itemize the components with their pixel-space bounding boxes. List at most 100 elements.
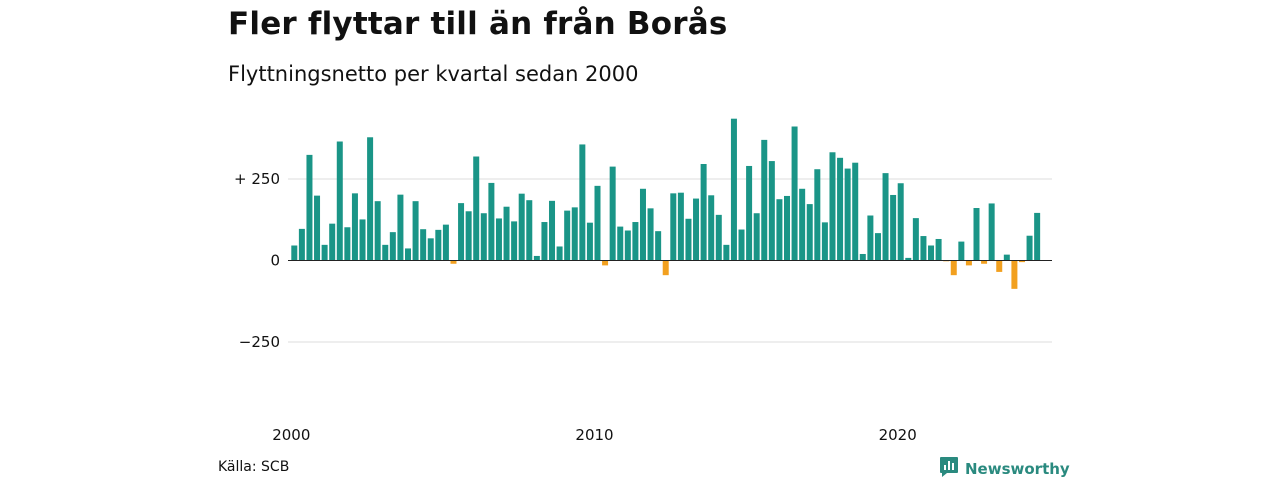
bar	[677, 192, 684, 261]
bar	[488, 182, 495, 261]
bar	[730, 118, 737, 261]
bar	[367, 137, 374, 261]
bar	[844, 168, 851, 261]
bar	[874, 233, 881, 261]
bar	[882, 173, 889, 261]
bar	[594, 185, 601, 261]
bar	[465, 211, 472, 261]
bar	[533, 255, 540, 261]
bar	[602, 260, 609, 266]
bar	[624, 230, 631, 261]
chart-subtitle: Flyttningsnetto per kvartal sedan 2000	[228, 62, 639, 86]
bar	[586, 222, 593, 261]
bar	[579, 144, 586, 261]
bar	[314, 195, 321, 261]
x-tick-label: 2000	[272, 426, 310, 444]
bar	[427, 238, 434, 261]
bar	[1018, 260, 1025, 263]
bar	[632, 222, 639, 261]
bar	[571, 207, 578, 261]
y-tick-label: −250	[239, 333, 280, 351]
bar	[715, 214, 722, 261]
bar	[723, 244, 730, 261]
bar	[397, 194, 404, 261]
bar	[389, 232, 396, 261]
bar	[564, 210, 571, 261]
bar	[351, 193, 358, 261]
chart-title: Fler flyttar till än från Borås	[228, 6, 728, 42]
bar	[480, 213, 487, 261]
bar	[799, 188, 806, 261]
bar	[359, 219, 366, 261]
bar	[1034, 212, 1041, 261]
bar	[700, 164, 707, 261]
bar	[549, 200, 556, 261]
bar	[639, 188, 646, 261]
bar	[708, 195, 715, 261]
bar	[1011, 260, 1018, 289]
bar	[442, 224, 449, 261]
bar	[852, 162, 859, 261]
source-note: Källa: SCB	[218, 459, 290, 475]
brand-name: Newsworthy	[965, 460, 1070, 478]
bar	[526, 200, 533, 261]
bar	[890, 194, 897, 261]
y-tick-label: 0	[270, 252, 280, 270]
bar	[609, 166, 616, 261]
bar	[693, 198, 700, 261]
bar	[837, 157, 844, 261]
bar	[617, 226, 624, 261]
bar	[867, 215, 874, 261]
x-tick-label: 2010	[575, 426, 613, 444]
bar	[814, 169, 821, 261]
bar	[753, 213, 760, 261]
bar	[988, 203, 995, 261]
bar	[821, 222, 828, 261]
bar	[473, 156, 480, 261]
bar	[981, 260, 988, 264]
bar	[965, 260, 972, 266]
bar	[784, 195, 790, 261]
bar	[973, 208, 980, 261]
bar	[336, 141, 343, 261]
bar	[859, 253, 866, 261]
bar	[503, 206, 510, 261]
bar	[518, 193, 525, 261]
brand-logo[interactable]: Newsworthy	[939, 456, 1070, 482]
bar	[511, 221, 518, 261]
bar	[912, 218, 919, 261]
bar	[541, 222, 548, 261]
bar	[298, 228, 305, 261]
bar	[670, 193, 677, 261]
bar	[905, 257, 912, 261]
bar	[435, 229, 442, 261]
bar	[329, 223, 336, 261]
newsworthy-logo-icon	[939, 456, 959, 482]
bar	[458, 203, 465, 261]
bar	[344, 227, 351, 261]
bar	[405, 248, 411, 261]
x-tick-label: 2020	[879, 426, 917, 444]
bar	[761, 139, 768, 261]
bar	[928, 245, 935, 261]
bar	[321, 244, 328, 261]
bar	[495, 218, 502, 261]
bar	[920, 236, 927, 261]
bar	[996, 260, 1003, 272]
bar	[791, 126, 798, 261]
bar	[374, 201, 381, 261]
bar	[556, 246, 563, 261]
bar	[746, 165, 753, 261]
bar	[420, 229, 427, 261]
bar	[897, 183, 904, 261]
bar	[685, 218, 692, 261]
bar	[382, 244, 389, 261]
bar	[958, 241, 965, 261]
bar	[950, 260, 957, 276]
bar	[306, 154, 313, 261]
bar	[647, 208, 654, 261]
bar	[450, 260, 457, 264]
bar	[935, 238, 942, 261]
bar	[412, 201, 419, 261]
